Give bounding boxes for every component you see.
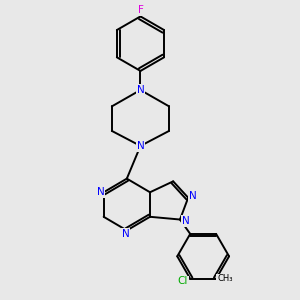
Text: Cl: Cl	[177, 277, 188, 286]
Text: CH₃: CH₃	[217, 274, 232, 283]
Text: F: F	[137, 5, 143, 15]
Text: N: N	[97, 187, 104, 197]
Text: N: N	[136, 85, 144, 95]
Text: N: N	[122, 229, 129, 239]
Text: N: N	[136, 141, 144, 151]
Text: N: N	[189, 191, 197, 201]
Text: N: N	[182, 216, 189, 226]
